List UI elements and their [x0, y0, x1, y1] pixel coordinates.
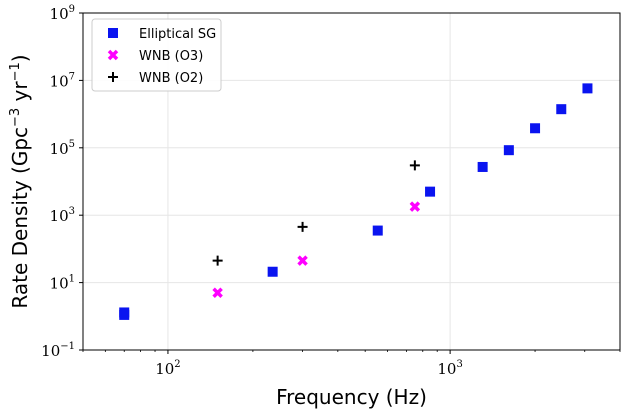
y-axis-ticks: 10−1 101 103 105 107 109 [41, 4, 83, 360]
y-axis-label-unit: yr [8, 81, 32, 108]
x-tick-label: 102 [155, 359, 180, 378]
y-tick-label: 105 [50, 139, 75, 158]
elliptical-sg-point [425, 186, 436, 197]
elliptical-sg-point [119, 307, 130, 318]
wnb-o2-point [409, 160, 420, 171]
y-axis-label-main: Rate Density (Gpc [8, 127, 32, 309]
legend-label: WNB (O2) [139, 71, 203, 86]
legend-marker [108, 72, 118, 82]
legend-label: WNB (O3) [139, 49, 203, 64]
x-tick-label: 103 [437, 359, 462, 378]
wnb-o2-point [212, 255, 223, 266]
y-axis-label-exponent-2: −1 [8, 62, 23, 81]
elliptical-sg-point [372, 225, 383, 236]
legend-marker [107, 49, 119, 61]
legend-box [91, 18, 222, 92]
elliptical-sg-point [477, 161, 488, 172]
y-axis-label: Rate Density (Gpc−3 yr−1) [8, 54, 32, 308]
y-axis-label-close: ) [8, 54, 32, 62]
elliptical-sg-point [267, 266, 278, 277]
wnb-o3-point [212, 287, 223, 298]
y-tick-label: 103 [50, 206, 75, 225]
y-tick-label: 10−1 [41, 341, 75, 360]
wnb-o2-point [297, 221, 308, 232]
y-tick-label: 109 [50, 4, 75, 23]
elliptical-sg-point [582, 83, 593, 94]
y-tick-label: 107 [50, 71, 75, 90]
legend-marker [108, 28, 118, 38]
elliptical-sg-point [556, 104, 567, 115]
elliptical-sg-point [503, 145, 514, 156]
wnb-o3-point [297, 255, 308, 266]
wnb-o3-point [409, 201, 421, 212]
legend-label: Elliptical SG [139, 27, 216, 42]
x-axis-label: Frequency (Hz) [276, 385, 427, 409]
y-axis-label-exponent-1: −3 [8, 108, 23, 127]
plot-frame [82, 12, 621, 351]
data-points [119, 83, 593, 320]
y-tick-label: 101 [50, 274, 75, 293]
legend: Elliptical SG WNB (O3) WNB (O2) [91, 18, 222, 92]
x-axis-ticks: 102 103 [82, 350, 621, 378]
elliptical-sg-point [530, 123, 541, 134]
